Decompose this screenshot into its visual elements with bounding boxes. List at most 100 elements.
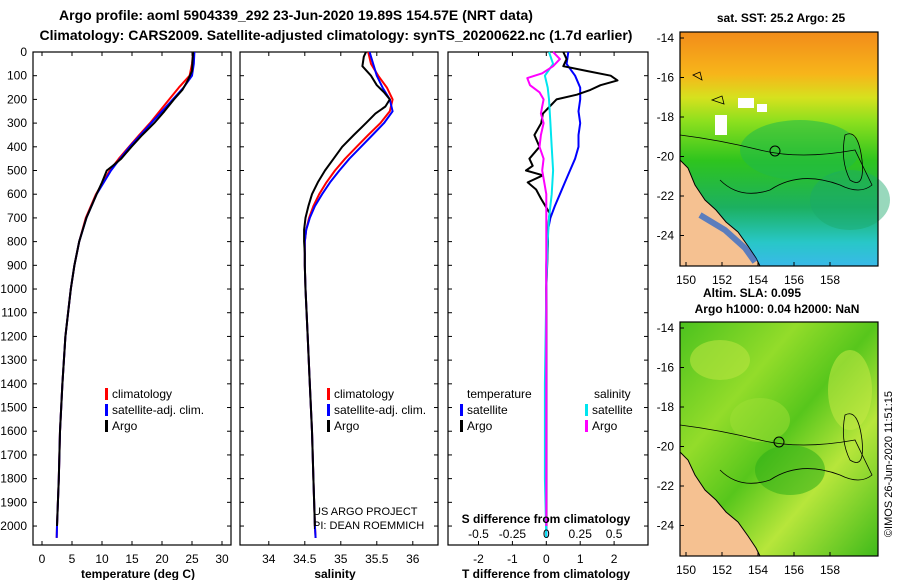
imos-credit: ©IMOS 26-Jun-2020 11:51:15 [883,391,895,537]
x-tick-label: 36 [406,552,420,566]
sst-cloud-mask [757,104,767,112]
depth-tick-label: 1900 [0,495,27,509]
temperature-chart: 0 5 10 15 20 25 30 [39,51,229,566]
x-tick-label: 10 [95,552,109,566]
x-tick-label: 25 [185,552,199,566]
depth-tick-label: 1000 [0,282,27,296]
depth-tick-label: 600 [7,187,27,201]
depth-tick-label: 1600 [0,424,27,438]
sla-map-frame [679,321,879,557]
x-tick-label: -2 [473,552,484,566]
salinity-legend: climatology satellite-adj. clim. Argo [327,387,426,433]
legend-swatch-climatology [105,388,108,400]
temperature-panel-frame [32,51,232,546]
x-tick-label: 1 [577,552,584,566]
title-line-2: Climatology: CARS2009. Satellite-adjuste… [40,27,633,43]
depth-axis: 0 100 200 300 400 500 600 700 800 900 1000 1100 1200… [0,45,648,533]
sst-reef-outline [692,71,725,105]
series-line [303,51,391,527]
sla-patch [690,340,750,380]
legend-swatch-satellite [105,404,108,416]
depth-tick-label: 1500 [0,401,27,415]
depth-tick-label: 900 [7,258,27,272]
depth-tick-label: 200 [7,92,27,106]
legend-label-argo: Argo [334,419,360,433]
legend-label-satellite: satellite-adj. clim. [334,403,426,417]
sst-map [679,31,890,267]
difference-xlabel: T difference from climatology [462,567,630,580]
x-tick-label: 20 [155,552,169,566]
x-tick-label: 5 [69,552,76,566]
salinity-xlabel: salinity [314,567,356,580]
depth-tick-label: 400 [7,140,27,154]
x-tick-label: 2 [611,552,618,566]
sst-cloud-mask [738,98,754,108]
legend-swatch-s-argo [585,420,588,432]
pi-annotation: PI: DEAN ROEMMICH [313,520,424,532]
depth-tick-label: 1200 [0,329,27,343]
x-tick-label: -1 [507,552,518,566]
lon-tick-label: 150 [676,563,696,577]
lat-tick-label: -22 [657,189,675,203]
lat-tick-label: -20 [657,150,675,164]
x-tick-label: 34.5 [293,552,317,566]
legend-swatch-satellite [327,404,330,416]
depth-tick-label: 300 [7,116,27,130]
legend-label-s-satellite: satellite [592,403,633,417]
sst-patch [740,120,860,180]
lat-tick-label: -16 [657,71,675,85]
depth-tick-label: 1800 [0,472,27,486]
difference-xlabel-top: S difference from climatology [462,512,631,526]
depth-tick-label: 800 [7,235,27,249]
lat-tick-label: -16 [657,361,675,375]
legend-title-temperature: temperature [467,387,532,401]
lon-tick-label: 154 [748,273,768,287]
x-tick-label: 35.5 [365,552,389,566]
lon-tick-label: 154 [748,563,768,577]
depth-tick-label: 1700 [0,448,27,462]
sla-reef-outline [842,413,863,463]
series-line [303,51,394,538]
project-annotation: US ARGO PROJECT [313,506,418,518]
series-line [526,51,561,526]
lon-tick-label: 152 [712,273,732,287]
legend-swatch-s-satellite [585,404,588,416]
lon-tick-label: 152 [712,563,732,577]
x-top-tick-label: -0.5 [468,527,489,541]
sla-map [679,321,879,557]
sst-argo-marker [769,145,781,157]
difference-legend: temperature satellite Argo salinity sate… [460,387,633,433]
legend-swatch-t-argo [460,420,463,432]
sla-map-title-2: Argo h1000: 0.04 h2000: NaN [695,302,860,316]
legend-swatch-argo [327,420,330,432]
sla-patch [828,350,872,430]
lon-tick-label: 156 [784,563,804,577]
depth-tick-label: 1100 [1,306,27,320]
sst-cloud-mask [715,115,727,135]
series-line [55,51,195,538]
temperature-xlabel: temperature (deg C) [81,567,195,580]
legend-title-salinity: salinity [594,387,631,401]
sla-map-axes: -14 -16 -18 -20 -22 -24 150 152 154 156 158 [657,321,841,577]
lon-tick-label: 158 [820,273,840,287]
sst-map-axes: -14 -16 -18 -20 -22 -24 150 152 154 156 158 [657,31,841,287]
salinity-chart: 34 34.5 35 35.5 36 [262,51,420,566]
x-tick-label: 35 [334,552,348,566]
lon-tick-label: 150 [676,273,696,287]
legend-label-argo: Argo [112,419,138,433]
depth-tick-label: 700 [7,211,27,225]
depth-tick-label: 100 [7,69,27,83]
legend-swatch-t-satellite [460,404,463,416]
x-top-tick-label: -0.25 [499,527,527,541]
sst-patch [810,170,890,230]
lat-tick-label: -20 [657,440,675,454]
temperature-legend: climatology satellite-adj. clim. Argo [105,387,204,433]
legend-swatch-argo [105,420,108,432]
legend-label-t-satellite: satellite [467,403,508,417]
x-tick-label: 15 [125,552,139,566]
legend-label-climatology: climatology [112,387,172,401]
sla-contour [679,424,873,484]
sla-map-title-1: Altim. SLA: 0.095 [703,286,801,300]
lat-tick-label: -18 [657,110,675,124]
